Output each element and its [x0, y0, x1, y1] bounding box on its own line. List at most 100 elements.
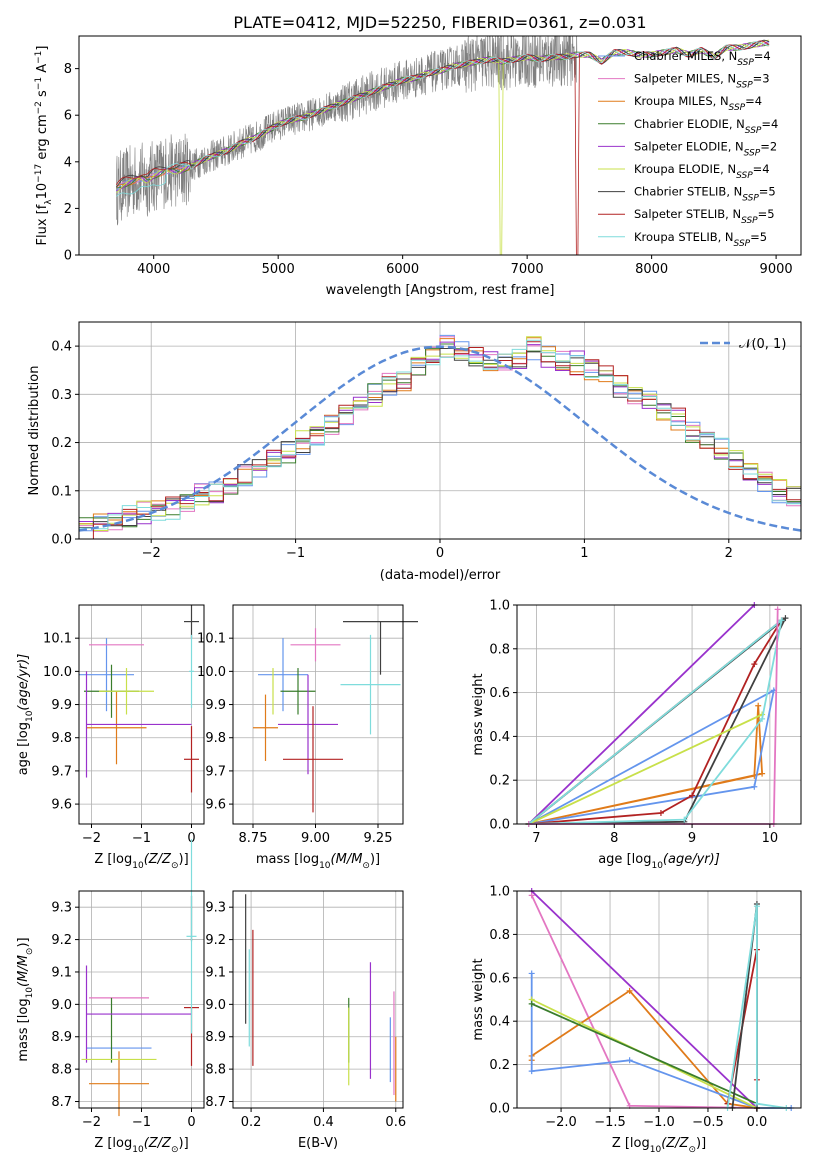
ebv-vs-mass-panel: 0.2 0.4 0.6 8.7 8.8 8.9 9.0 9.1 9.2 9.3 E(B-V): [205, 890, 406, 1151]
figure-title: PLATE=0412, MJD=52250, FIBERID=0361, z=0…: [233, 13, 646, 32]
series-marker: [528, 970, 535, 977]
label-part: SSP: [729, 103, 746, 113]
y-tick-label: 0.8: [489, 928, 510, 943]
x-axis-label: E(B-V): [298, 1136, 338, 1151]
y-tick-label: 0.8: [489, 642, 510, 657]
label-part: Z [log: [94, 852, 132, 867]
y-axis-label: Normed distribution: [27, 366, 42, 496]
series-kroupa-stelib: [528, 618, 783, 825]
label-part: (age/yr)]: [16, 654, 31, 711]
x-axis-label: mass [log10(M/M⊙)]: [256, 852, 380, 871]
y-tick-label: 8.9: [205, 1030, 226, 1045]
label-part: 10: [132, 861, 144, 871]
label-part: 10: [132, 1145, 144, 1155]
label-part: Chabrier MILES, N: [634, 49, 737, 63]
series-marker: [759, 715, 766, 722]
series-marker: [528, 892, 535, 899]
z-vs-mass-panel: −2 −1 08.78.88.99.09.19.29.3Z [log10(Z/Z⊙)…: [16, 839, 205, 1155]
y-axis-label: mass [log10(M/M⊙)]: [16, 937, 35, 1061]
y-tick-label: 9.1: [51, 965, 72, 980]
label-part: Salpeter STELIB, N: [634, 207, 741, 221]
y-tick-label: 9.2: [51, 933, 72, 948]
x-tick-label: 0.0: [747, 1115, 768, 1130]
series-kroupa-miles: [530, 989, 758, 1109]
x-tick-label: 9000: [760, 262, 793, 277]
y-tick-label: 9.6: [51, 798, 72, 813]
x-axis-label: wavelength [Angstrom, rest frame]: [326, 283, 555, 298]
y-tick-label: 0.4: [489, 730, 510, 745]
x-axis-label: age [log10(age/yr)]: [598, 852, 720, 871]
y-tick-label: 0.0: [51, 533, 72, 548]
y-tick-label: 2: [64, 202, 72, 217]
x-tick-label: 8.75: [239, 831, 268, 846]
y-tick-label: 0.0: [489, 818, 510, 833]
x-tick-label: 0: [436, 546, 444, 561]
histogram-kroupa-elodie: [79, 336, 801, 531]
y-tick-label: 9.6: [205, 798, 226, 813]
x-tick-label: 10: [762, 831, 779, 846]
label-part: A: [35, 64, 50, 77]
y-tick-label: 4: [64, 155, 72, 170]
spectrum-plot-area: [115, 36, 770, 255]
label-part: Salpeter MILES, N: [634, 72, 736, 86]
label-part: =4: [753, 162, 770, 176]
x-axis-label: Z [log10(Z/Z⊙)]: [94, 852, 188, 871]
label-part: 10: [651, 861, 663, 871]
label-part: ⊙: [362, 861, 370, 871]
label-part: erg cm: [35, 114, 50, 163]
x-tick-label: 0.4: [313, 1115, 334, 1130]
y-axis-label: Flux [fλ10−17 erg cm−2 s−1 A−1]: [34, 46, 54, 246]
label-part: =5: [758, 207, 775, 221]
x-tick-label: −0.5: [692, 1115, 724, 1130]
x-tick-label: 2: [725, 546, 733, 561]
y-tick-label: 1.0: [489, 599, 510, 614]
series-marker: [753, 903, 760, 910]
series-marker: [751, 783, 758, 790]
y-tick-label: 9.3: [205, 901, 226, 916]
y-tick-label: 0.4: [489, 1015, 510, 1030]
label-part: (M/M: [331, 852, 363, 867]
label-part: SSP: [741, 216, 758, 226]
x-tick-label: −1: [286, 546, 305, 561]
x-tick-label: 9.25: [364, 831, 393, 846]
series-marker: [681, 816, 688, 823]
x-tick-label: 0.2: [241, 1115, 262, 1130]
histogram-chabrier-stelib: [79, 348, 801, 529]
histogram-salpeter-stelib: [79, 341, 801, 539]
y-tick-label: 0.6: [489, 971, 510, 986]
y-tick-label: 0.2: [489, 774, 510, 789]
legend-label: Kroupa STELIB, NSSP=5: [634, 230, 767, 249]
label-part: )]: [370, 852, 380, 867]
label-part: SSP: [744, 148, 761, 158]
series-marker: [528, 1068, 535, 1075]
y-tick-label: 0.1: [51, 484, 72, 499]
label-part: )]: [179, 1136, 189, 1151]
series-marker: [755, 702, 762, 709]
gaussian-curve: [79, 345, 801, 532]
y-tick-label: 8.7: [51, 1095, 72, 1110]
label-part: Kroupa MILES, N: [634, 94, 729, 108]
series-kroupa-stelib: [726, 906, 787, 1109]
series-marker: [753, 1100, 760, 1107]
label-part: age [log: [598, 852, 651, 867]
legend-label: 𝒩(0, 1): [739, 337, 786, 352]
x-tick-label: 4000: [137, 262, 170, 277]
y-tick-label: 10.1: [197, 632, 226, 647]
label-part: SSP: [734, 239, 751, 249]
x-tick-label: 8000: [635, 262, 668, 277]
residuals-plot-area: [79, 334, 801, 539]
x-tick-label: −1.0: [643, 1115, 675, 1130]
y-tick-label: 6: [64, 109, 72, 124]
y-tick-label: 9.9: [51, 698, 72, 713]
label-part: Salpeter ELODIE, N: [634, 139, 744, 153]
y-tick-label: 10.1: [43, 632, 72, 647]
label-part: (age/yr)]: [663, 852, 720, 867]
label-part: ⊙: [171, 861, 179, 871]
series-chabrier-elodie: [531, 1002, 758, 1105]
x-tick-label: −2: [142, 546, 161, 561]
series-marker: [774, 606, 781, 613]
series-marker: [782, 615, 789, 622]
x-axis-label: Z [log10(Z/Z⊙)]: [94, 1136, 188, 1155]
